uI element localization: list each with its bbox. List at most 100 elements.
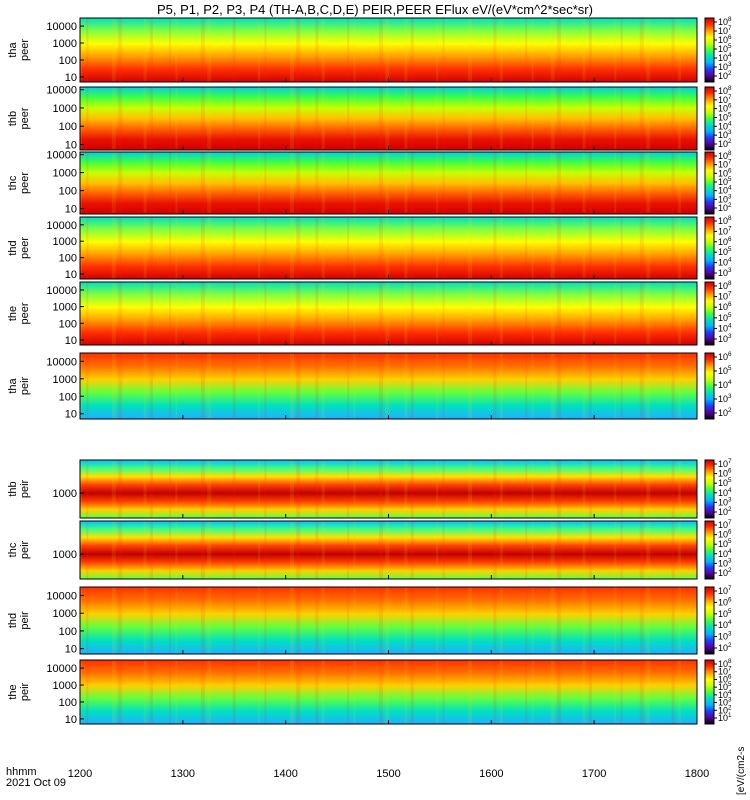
spectrogram-texture xyxy=(258,217,261,279)
spectrogram-texture xyxy=(315,521,319,579)
spectrogram-texture xyxy=(525,18,528,82)
panel-species-label: peir xyxy=(19,479,31,498)
y-tick-label: 10 xyxy=(65,335,77,347)
colorbar-tick-label: 106 xyxy=(718,468,732,479)
spectrogram-texture xyxy=(353,660,356,724)
spectrogram-texture xyxy=(677,152,681,214)
spectrogram-texture xyxy=(143,87,147,150)
spectrogram-texture xyxy=(468,282,473,345)
spectrogram-texture xyxy=(493,217,497,279)
spectrogram-texture xyxy=(677,521,681,579)
spectrogram-texture xyxy=(232,353,236,419)
spectrogram-texture xyxy=(404,18,408,82)
spectrogram-texture xyxy=(531,152,534,214)
y-tick-label: 10000 xyxy=(46,285,77,297)
colorbar-tick-label: 102 xyxy=(718,138,732,149)
y-tick-label: 10000 xyxy=(46,590,77,602)
spectrogram-texture xyxy=(353,282,356,345)
spectrogram-texture xyxy=(347,87,350,150)
colorbar-tick-label: 104 xyxy=(718,52,732,63)
spectrogram-texture xyxy=(353,152,356,214)
spectrogram-texture xyxy=(582,18,586,82)
spectrogram-texture xyxy=(347,587,350,654)
spectrogram-texture xyxy=(499,217,503,279)
spectrogram-texture xyxy=(264,18,267,82)
spectrogram-texture xyxy=(468,217,473,279)
spectrogram-texture xyxy=(639,660,644,724)
panel-probe-label: the xyxy=(7,306,19,321)
y-tick-label: 10 xyxy=(65,204,77,216)
spectrogram-texture xyxy=(321,217,325,279)
spectrogram-texture xyxy=(646,152,651,214)
spectrogram-texture xyxy=(582,152,586,214)
spectrogram-texture xyxy=(614,18,617,82)
spectrogram-texture xyxy=(315,217,319,279)
x-tick-label: 1700 xyxy=(582,768,606,780)
spectrogram-texture xyxy=(436,282,439,345)
spectrogram-texture xyxy=(258,460,261,518)
spectrogram-texture xyxy=(468,152,473,214)
spectrogram-texture xyxy=(588,521,592,579)
colorbar-tick-label: 102 xyxy=(718,202,732,213)
spectrogram-texture xyxy=(143,660,147,724)
y-tick-label: 10 xyxy=(65,139,77,151)
spectrogram-texture xyxy=(289,660,294,724)
spectrogram-texture xyxy=(207,660,212,724)
spectrogram-texture xyxy=(143,282,147,345)
spectrogram-texture xyxy=(321,660,325,724)
spectrogram-texture xyxy=(175,18,178,82)
spectrogram-texture xyxy=(378,660,383,724)
colorbar-tick-label: 104 xyxy=(718,487,732,498)
spectrogram-texture xyxy=(677,460,681,518)
spectrogram-texture xyxy=(118,217,123,279)
spectrogram-texture xyxy=(353,18,356,82)
spectrogram-texture xyxy=(436,587,439,654)
spectrogram-texture xyxy=(111,217,116,279)
spectrogram-texture xyxy=(646,521,651,579)
spectrogram-texture xyxy=(118,587,123,654)
spectrogram-texture xyxy=(677,587,681,654)
spectrogram-texture xyxy=(264,460,267,518)
spectrogram-texture xyxy=(410,460,414,518)
spectrogram-texture xyxy=(111,152,116,214)
spectrogram-texture xyxy=(289,460,294,518)
spectrogram-texture xyxy=(378,587,383,654)
spectrogram-texture xyxy=(315,152,319,214)
colorbar-tick-label: 103 xyxy=(718,393,732,404)
spectrogram-texture xyxy=(639,353,644,419)
spectrogram-texture xyxy=(143,460,147,518)
spectrogram-texture xyxy=(258,353,261,419)
colorbar-tick-label: 108 xyxy=(718,215,732,226)
spectrogram-texture xyxy=(149,521,153,579)
spectrogram-texture xyxy=(207,18,212,82)
spectrogram-texture xyxy=(378,521,383,579)
panel-thc-peer: 10 100 1000 10000 thc peer 1081071061051041031… xyxy=(7,150,732,216)
spectrogram-texture xyxy=(525,521,528,579)
spectrogram-texture xyxy=(531,460,534,518)
spectrogram-texture xyxy=(289,521,294,579)
spectrogram-texture xyxy=(385,217,390,279)
spectrogram-texture xyxy=(588,587,592,654)
spectrogram-texture xyxy=(614,282,617,345)
panel-probe-label: thd xyxy=(7,613,19,628)
colorbar-tick-label: 102 xyxy=(718,506,732,517)
spectrogram-texture xyxy=(86,353,89,419)
y-tick-label: 10000 xyxy=(46,21,77,33)
spectrogram-texture xyxy=(410,353,414,419)
colorbar-tick-label: 104 xyxy=(718,379,732,390)
spectrogram-texture xyxy=(646,587,651,654)
colorbar-tick-label: 107 xyxy=(718,94,732,105)
spectrogram-texture xyxy=(80,521,82,579)
spectrogram-texture xyxy=(111,460,116,518)
colorbar-tick-label: 108 xyxy=(718,150,732,161)
spectrogram-texture xyxy=(118,18,123,82)
spectrogram-texture xyxy=(493,152,497,214)
spectrogram-texture xyxy=(442,521,445,579)
spectrogram-texture xyxy=(296,460,301,518)
spectrogram-texture xyxy=(296,18,301,82)
spectrogram-texture xyxy=(671,87,675,150)
y-tick-label: 100 xyxy=(59,253,77,265)
